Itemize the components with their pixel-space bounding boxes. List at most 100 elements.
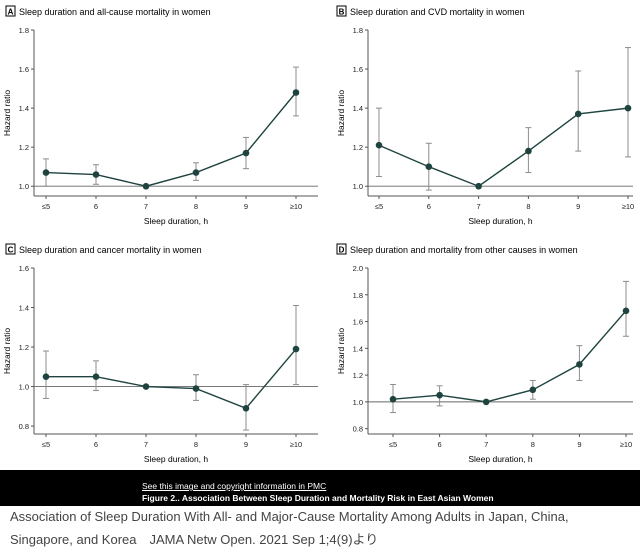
y-tick-label: 1.4 [19, 104, 29, 113]
x-tick-label: 7 [484, 440, 488, 449]
data-point [142, 383, 150, 390]
data-point [192, 385, 200, 392]
x-tick-label: 7 [144, 202, 148, 211]
y-tick-label: 1.2 [19, 343, 29, 352]
x-tick-label: 8 [194, 202, 198, 211]
panel-c: C Sleep duration and cancer mortality in … [2, 243, 318, 464]
x-tick-label: 6 [94, 440, 98, 449]
x-axis-label: Sleep duration, h [144, 216, 209, 226]
data-point [574, 110, 582, 118]
panel-letter-box [336, 243, 347, 255]
panel-title: Sleep duration and cancer mortality in w… [19, 245, 202, 255]
data-point [475, 182, 482, 190]
series-line [45, 92, 297, 187]
y-axis-label: Hazard ratio [2, 328, 12, 375]
data-point [482, 398, 490, 406]
panel-letter: B [339, 8, 345, 17]
x-tick-label: 7 [144, 440, 148, 449]
y-tick-label: 1.6 [353, 318, 363, 327]
y-tick-label: 1.6 [19, 264, 29, 273]
y-tick-label: 1.4 [353, 344, 363, 353]
x-tick-label: ≥10 [290, 440, 302, 449]
y-axis-label: Hazard ratio [2, 90, 12, 137]
y-axis-label: Hazard ratio [336, 90, 346, 137]
panel-letter: C [8, 246, 14, 255]
x-tick-label: ≤5 [42, 202, 50, 211]
panel-title: Sleep duration and mortality from other … [350, 245, 578, 255]
y-tick-label: 1.2 [353, 371, 363, 380]
panel-b: B Sleep duration and CVD mortality in wom… [336, 5, 634, 226]
data-point [525, 147, 532, 155]
x-tick-label: 8 [194, 440, 198, 449]
y-axis-label: Hazard ratio [336, 328, 346, 375]
data-point [242, 149, 250, 157]
panel-letter: A [8, 8, 14, 17]
y-tick-label: 1.0 [19, 182, 29, 191]
y-tick-label: 1.8 [353, 291, 363, 300]
data-point [292, 89, 300, 96]
x-axis-label: Sleep duration, h [468, 216, 533, 226]
y-tick-label: 1.2 [353, 143, 363, 152]
y-tick-label: 1.0 [353, 398, 363, 407]
data-point [425, 163, 433, 171]
data-point [42, 373, 50, 380]
data-point [529, 386, 537, 394]
data-point [375, 141, 383, 149]
copyright-info-link[interactable]: See this image and copyright information… [142, 481, 327, 491]
data-point [292, 345, 300, 353]
data-point [242, 405, 250, 412]
x-tick-label: 8 [531, 440, 535, 449]
figure-panels: A Sleep duration and all-cause mortality … [2, 5, 635, 464]
y-tick-label: 1.8 [19, 26, 29, 35]
y-tick-label: 1.6 [353, 65, 363, 74]
x-tick-label: 6 [438, 440, 442, 449]
data-point [622, 307, 630, 315]
data-point [436, 391, 443, 399]
panel-letter: D [339, 246, 345, 255]
x-tick-label: 9 [244, 202, 248, 211]
x-axis-label: Sleep duration, h [144, 454, 209, 464]
data-point [92, 373, 100, 380]
panel-title: Sleep duration and CVD mortality in wome… [350, 7, 525, 17]
series-line [378, 107, 629, 188]
y-tick-label: 0.8 [19, 422, 29, 431]
y-tick-label: 1.2 [19, 143, 29, 152]
data-point [576, 361, 583, 368]
panel-title: Sleep duration and all-cause mortality i… [19, 7, 211, 17]
y-tick-label: 1.0 [353, 182, 363, 191]
x-tick-label: 6 [94, 202, 98, 211]
x-axis-label: Sleep duration, h [468, 454, 533, 464]
y-tick-label: 1.4 [19, 304, 29, 313]
panel-letter-box [336, 5, 347, 17]
figure-title: Figure 2.. Association Between Sleep Dur… [142, 493, 494, 503]
x-tick-label: 8 [526, 202, 530, 211]
y-tick-label: 1.4 [353, 104, 363, 113]
x-tick-label: 9 [244, 440, 248, 449]
y-tick-label: 1.6 [19, 65, 29, 74]
x-tick-label: 9 [576, 202, 580, 211]
panel-d: D Sleep duration and mortality from other… [336, 243, 633, 464]
panel-a: A Sleep duration and all-cause mortality … [2, 5, 318, 226]
citation-text: Association of Sleep Duration With All- … [10, 509, 569, 547]
caption-bar [0, 470, 640, 506]
x-tick-label: ≤5 [389, 440, 397, 449]
charts-svg: A Sleep duration and all-cause mortality … [2, 5, 634, 464]
y-tick-label: 0.8 [353, 425, 363, 434]
x-tick-label: 6 [427, 202, 431, 211]
data-point [192, 169, 200, 176]
data-point [142, 182, 150, 190]
x-tick-label: ≤5 [375, 202, 383, 211]
x-tick-label: ≤5 [42, 440, 50, 449]
panel-letter-box [5, 243, 16, 255]
data-point [42, 169, 50, 176]
data-point [624, 104, 632, 112]
x-tick-label: ≥10 [290, 202, 302, 211]
data-point [92, 171, 100, 178]
series-line [46, 348, 297, 410]
panel-letter-box [5, 5, 16, 17]
x-tick-label: 9 [577, 440, 581, 449]
x-tick-label: 7 [477, 202, 481, 211]
y-tick-label: 2.0 [353, 264, 363, 273]
y-tick-label: 1.8 [353, 26, 363, 35]
x-tick-label: ≥10 [620, 440, 632, 449]
